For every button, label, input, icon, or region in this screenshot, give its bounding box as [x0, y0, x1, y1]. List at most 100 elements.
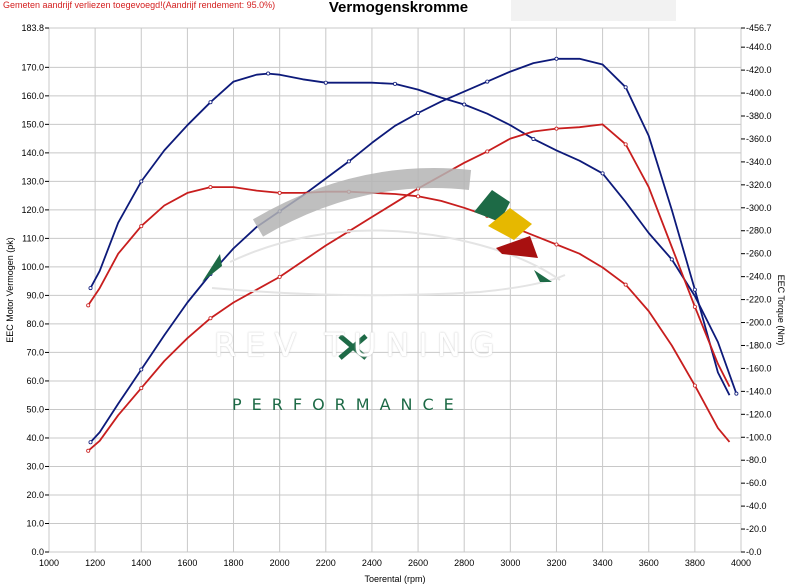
right-tick-label: -180.0	[746, 340, 772, 350]
series-point	[86, 303, 91, 308]
left-tick-label: 60.0	[26, 376, 44, 386]
right-tick-label: -420.0	[746, 65, 772, 75]
left-tick-label: 170.0	[21, 62, 44, 72]
left-tick-label: 20.0	[26, 490, 44, 500]
right-tick-label: -20.0	[746, 524, 767, 534]
series-point	[623, 282, 628, 287]
series-point	[266, 71, 271, 76]
right-tick-label: -200.0	[746, 318, 772, 328]
series-point	[392, 81, 397, 86]
series-point	[692, 287, 697, 292]
series-line-1	[89, 57, 731, 443]
left-tick-label: 120.0	[21, 205, 44, 215]
series-point	[139, 386, 144, 391]
series-point	[208, 316, 213, 321]
right-tick-label: -160.0	[746, 363, 772, 373]
x-tick-label: 2000	[270, 558, 290, 568]
series-point	[323, 80, 328, 85]
x-tick-label: 2600	[408, 558, 428, 568]
series-point	[416, 110, 421, 115]
right-tick-label: -40.0	[746, 501, 767, 511]
left-tick-label: 40.0	[26, 433, 44, 443]
series-point	[462, 102, 467, 107]
series-point	[600, 171, 605, 176]
left-tick-label: 0.0	[31, 547, 44, 557]
right-tick-label: -0.0	[746, 547, 762, 557]
right-tick-label: -240.0	[746, 272, 772, 282]
x-tick-label: 3200	[546, 558, 566, 568]
x-tick-label: 1400	[131, 558, 151, 568]
series-point	[346, 229, 351, 234]
left-tick-label: 150.0	[21, 119, 44, 129]
series-point	[531, 136, 536, 141]
drive-loss-warning: Gemeten aandrijf verliezen toegevoegd!(A…	[3, 0, 276, 10]
series-point	[669, 257, 674, 262]
right-tick-label: -60.0	[746, 478, 767, 488]
right-tick-label: -280.0	[746, 226, 772, 236]
series-point	[88, 286, 93, 291]
series-point	[346, 159, 351, 164]
series-point	[277, 274, 282, 279]
left-tick-label: 10.0	[26, 518, 44, 528]
series-point	[88, 440, 93, 445]
series-point	[208, 272, 213, 277]
left-tick-label: 80.0	[26, 319, 44, 329]
left-tick-label: 90.0	[26, 290, 44, 300]
x-tick-label: 4000	[731, 558, 751, 568]
left-tick-label: 140.0	[21, 148, 44, 158]
x-tick-label: 3600	[639, 558, 659, 568]
plot-area	[48, 27, 742, 553]
series-point	[86, 448, 91, 453]
title-band	[511, 0, 676, 21]
series-point	[485, 149, 490, 154]
left-tick-label: 50.0	[26, 404, 44, 414]
series-point	[485, 213, 490, 218]
series-point	[139, 367, 144, 372]
series-point	[554, 242, 559, 247]
right-tick-label: -140.0	[746, 386, 772, 396]
x-tick-label: 2200	[316, 558, 336, 568]
right-tick-label: -440.0	[746, 42, 772, 52]
series-point	[692, 304, 697, 309]
right-tick-label: -120.0	[746, 409, 772, 419]
left-tick-label: 100.0	[21, 262, 44, 272]
series-point	[623, 85, 628, 90]
right-tick-label: -260.0	[746, 249, 772, 259]
x-tick-label: 1600	[177, 558, 197, 568]
series-point	[554, 126, 559, 131]
left-tick-label: 130.0	[21, 176, 44, 186]
x-tick-label: 1200	[85, 558, 105, 568]
x-tick-label: 2400	[362, 558, 382, 568]
left-tick-label: 70.0	[26, 347, 44, 357]
series-point	[277, 209, 282, 214]
right-tick-label: -456.7	[746, 23, 772, 33]
x-tick-label: 3400	[593, 558, 613, 568]
left-axis-title: EEC Motor Vermogen (pk)	[5, 237, 15, 343]
series-point	[346, 189, 351, 194]
right-tick-label: -360.0	[746, 134, 772, 144]
x-axis-title: Toerental (rpm)	[364, 574, 425, 584]
series-point	[416, 194, 421, 199]
series-point	[277, 190, 282, 195]
series-point	[623, 142, 628, 147]
x-tick-label: 3800	[685, 558, 705, 568]
series-point	[139, 179, 144, 184]
series-point	[485, 79, 490, 84]
series-point	[416, 186, 421, 191]
x-tick-label: 1800	[224, 558, 244, 568]
series-point	[554, 56, 559, 61]
series-point	[734, 391, 739, 396]
right-axis-title: EEC Torque (Nm)	[776, 275, 786, 346]
series-point	[208, 185, 213, 190]
right-tick-label: -380.0	[746, 111, 772, 121]
right-tick-label: -300.0	[746, 203, 772, 213]
right-tick-label: -80.0	[746, 455, 767, 465]
left-tick-label: 110.0	[22, 233, 44, 243]
x-tick-label: 1000	[39, 558, 59, 568]
left-tick-label: 183.8	[21, 23, 44, 33]
series-point	[208, 100, 213, 105]
left-tick-label: 160.0	[21, 91, 44, 101]
right-tick-label: -340.0	[746, 157, 772, 167]
series-point	[692, 383, 697, 388]
